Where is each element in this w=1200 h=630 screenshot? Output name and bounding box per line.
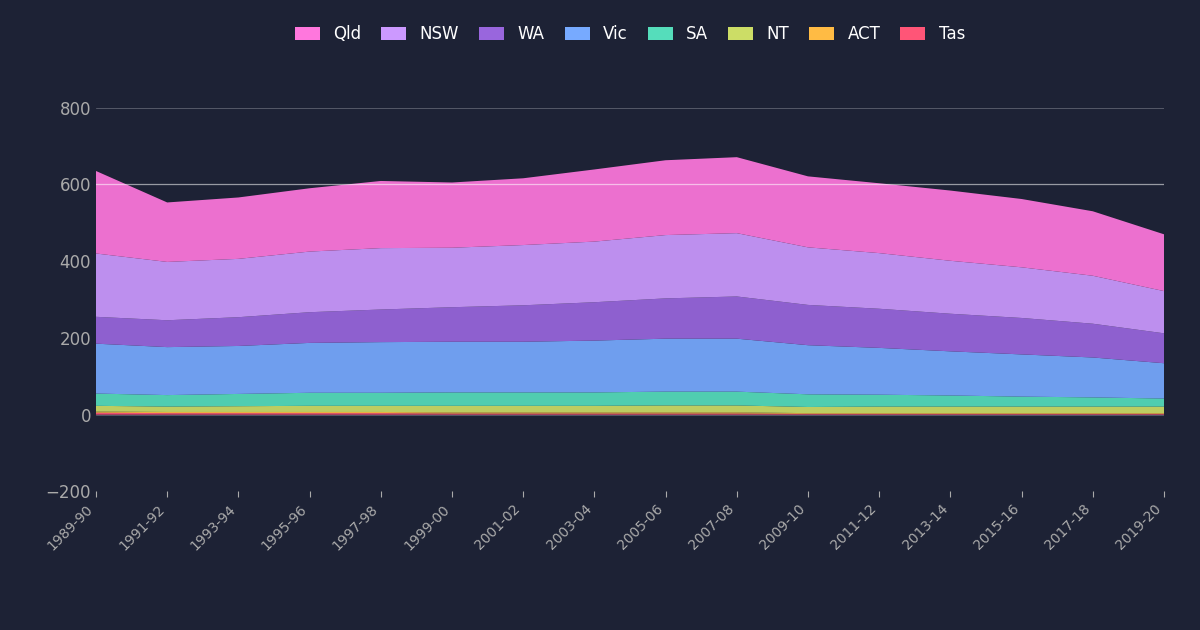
Legend: Qld, NSW, WA, Vic, SA, NT, ACT, Tas: Qld, NSW, WA, Vic, SA, NT, ACT, Tas: [288, 18, 972, 50]
